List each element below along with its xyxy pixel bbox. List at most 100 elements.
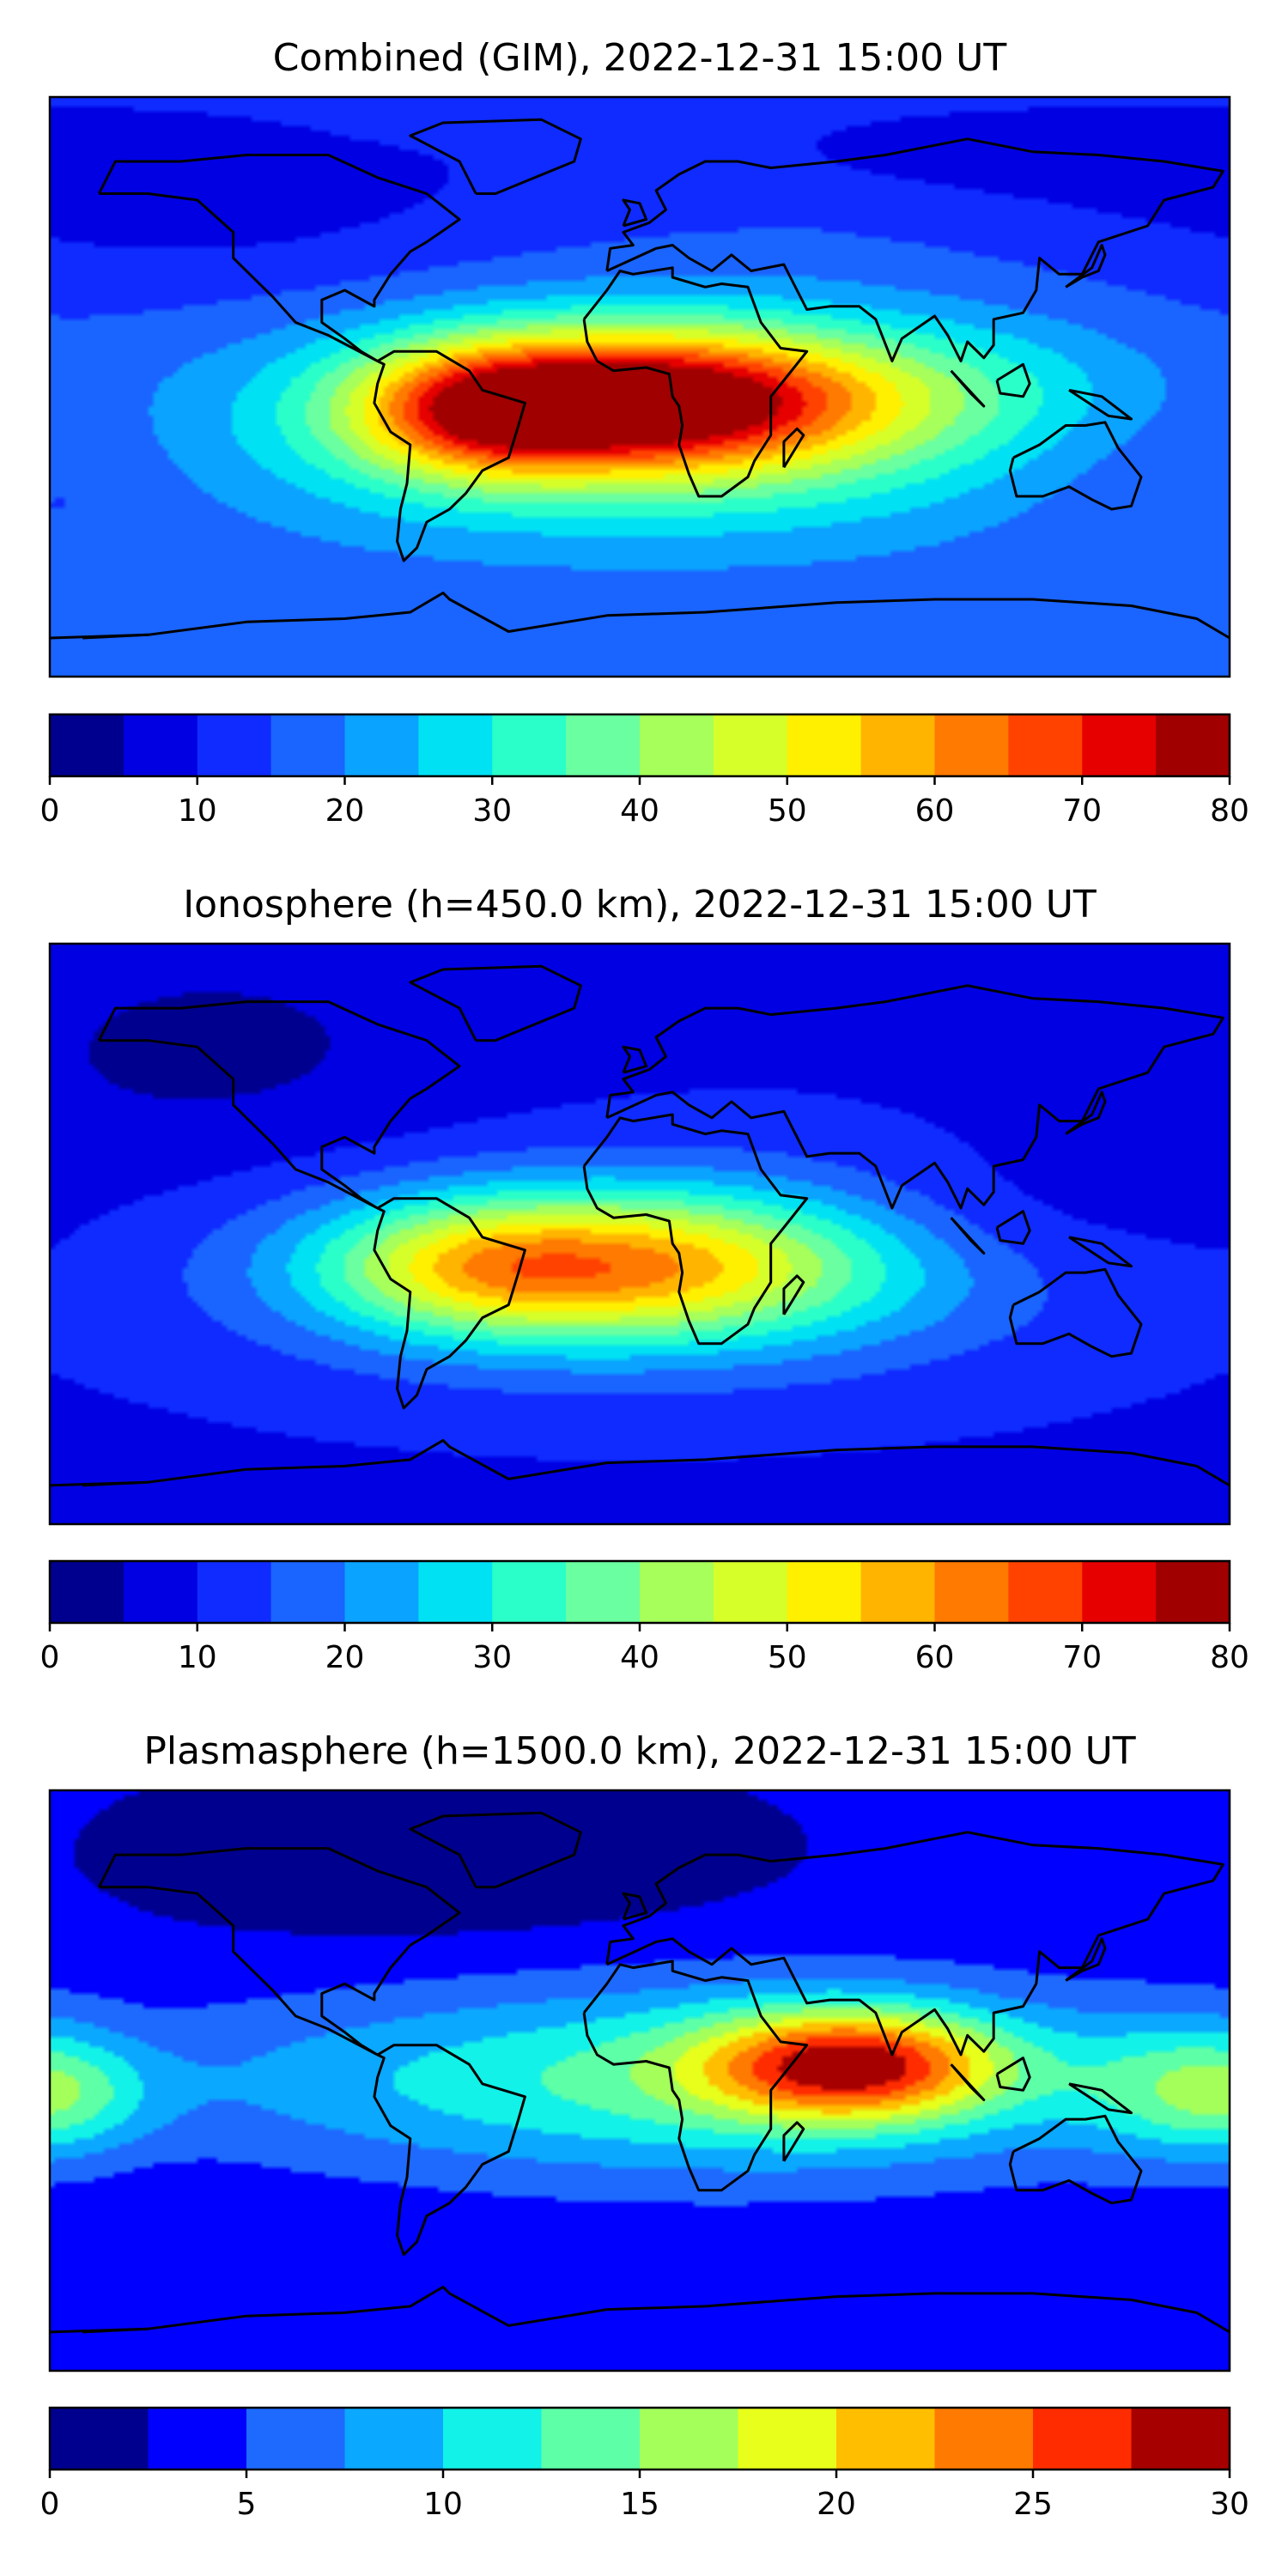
colorbar-segment xyxy=(566,714,641,776)
colorbar-segment xyxy=(246,2408,346,2470)
colorbar-tick-label: 25 xyxy=(1013,2487,1053,2522)
coastline xyxy=(1008,1267,1143,1358)
colorbar-tick-label: 70 xyxy=(1062,793,1102,829)
colorbar-segment xyxy=(1082,714,1157,776)
colorbar-2: 0 10 20 30 40 50 60 70 80 xyxy=(40,1559,1249,1675)
colorbar-tick-label: 40 xyxy=(620,793,659,829)
colorbar-tick-label: 60 xyxy=(915,793,955,829)
colorbar-tick-label: 5 xyxy=(237,2487,257,2522)
coastline xyxy=(782,1274,805,1315)
colorbar-segment xyxy=(1008,1561,1083,1623)
colorbar-segment xyxy=(270,1561,346,1623)
map-title-2: Ionosphere (h=450.0 km), 2022-12-31 15:0… xyxy=(183,883,1097,927)
colorbar-tick-label: 20 xyxy=(325,793,365,829)
map-frame-3 xyxy=(48,1789,1231,2372)
colorbar-tick-label: 30 xyxy=(472,793,512,829)
map-frame-1 xyxy=(48,95,1231,678)
coastlines-3 xyxy=(49,1811,1230,2334)
coastlines-2 xyxy=(49,964,1230,1487)
colorbar-segment xyxy=(443,2408,543,2470)
colorbar-segment xyxy=(148,2408,247,2470)
colorbar-tick-label: 70 xyxy=(1062,1640,1102,1675)
colorbar-segment xyxy=(836,2408,936,2470)
coastline xyxy=(1008,421,1143,511)
colorbar-segment xyxy=(1131,2408,1230,2470)
coastline xyxy=(409,118,582,195)
colorbar-segment xyxy=(50,714,125,776)
coastline xyxy=(97,154,461,362)
colorbar-tick-label: 40 xyxy=(620,1640,659,1675)
coastline xyxy=(1008,2114,1143,2205)
coastline xyxy=(950,369,986,408)
map-title-1: Combined (GIM), 2022-12-31 15:00 UT xyxy=(273,36,1007,80)
colorbar-segment xyxy=(492,714,567,776)
colorbar-tick-label: 30 xyxy=(1210,2487,1249,2522)
coastline xyxy=(582,1959,809,2192)
colorbar-segment xyxy=(123,1561,198,1623)
colorbar-segment xyxy=(197,714,272,776)
coastline xyxy=(1068,388,1133,421)
coastline xyxy=(995,362,1031,398)
colorbar-segment xyxy=(1156,714,1230,776)
coastline xyxy=(82,2327,149,2334)
colorbar-segment xyxy=(541,2408,641,2470)
field-contours-3 xyxy=(50,1790,1230,2371)
colorbar-segment xyxy=(787,714,862,776)
colorbar-tick-label: 80 xyxy=(1210,1640,1249,1675)
coastline xyxy=(782,2121,805,2162)
coastline xyxy=(97,1000,461,1210)
coastline xyxy=(582,1113,809,1346)
coastline xyxy=(582,266,809,498)
field-contours-2 xyxy=(50,944,1230,1524)
coastline xyxy=(49,1438,1230,1487)
colorbar-segment xyxy=(860,1561,936,1623)
colorbar-segment xyxy=(344,1561,419,1623)
colorbar-tick-label: 50 xyxy=(768,1640,807,1675)
colorbar-tick-label: 30 xyxy=(472,1640,512,1675)
colorbar-segment xyxy=(1033,2408,1133,2470)
colorbar-segment xyxy=(418,714,493,776)
colorbar-segment xyxy=(934,1561,1009,1623)
colorbar-tick-label: 0 xyxy=(40,1640,60,1675)
coastline xyxy=(1065,244,1107,289)
coastline xyxy=(995,2057,1031,2092)
colorbar-tick-label: 20 xyxy=(817,2487,856,2522)
colorbar-segment xyxy=(640,1561,714,1623)
coastline xyxy=(82,633,149,640)
coastline xyxy=(409,1811,582,1889)
coastline xyxy=(97,1847,461,2057)
coastline xyxy=(605,137,1224,362)
colorbar-segment xyxy=(787,1561,862,1623)
colorbar-segment xyxy=(1156,1561,1230,1623)
colorbar-segment xyxy=(50,2408,149,2470)
coastlines-1 xyxy=(49,118,1230,640)
coastline xyxy=(49,2285,1230,2334)
colorbar-segment xyxy=(50,1561,125,1623)
coastline xyxy=(782,427,805,469)
coastline xyxy=(622,1892,648,1921)
coastline xyxy=(605,984,1224,1210)
colorbar-segment xyxy=(492,1561,567,1623)
colorbar-3: 0 5 10 15 20 25 30 xyxy=(40,2406,1249,2522)
coastline xyxy=(373,1197,526,1410)
colorbar-segment xyxy=(713,714,788,776)
coastline xyxy=(1065,1937,1107,1982)
colorbar-tick-label: 20 xyxy=(325,1640,365,1675)
colorbar-segment xyxy=(713,1561,788,1623)
colorbar-segment xyxy=(344,2408,444,2470)
colorbar-segment xyxy=(934,2408,1034,2470)
colorbar-segment xyxy=(640,2408,739,2470)
colorbar-segment xyxy=(418,1561,493,1623)
colorbar-tick-label: 80 xyxy=(1210,793,1249,829)
colorbar-tick-label: 50 xyxy=(768,793,807,829)
field-contours-1 xyxy=(50,97,1230,677)
colorbar-tick-label: 0 xyxy=(40,793,60,829)
coastline xyxy=(622,198,648,228)
coastline xyxy=(622,1045,648,1074)
map-panel-3: Plasmasphere (h=1500.0 km), 2022-12-31 1… xyxy=(40,1729,1249,2522)
colorbar-segment xyxy=(640,714,714,776)
map-panel-1: Combined (GIM), 2022-12-31 15:00 UT 0 10 20… xyxy=(40,36,1249,829)
coastline xyxy=(49,592,1230,640)
colorbar-tick-label: 10 xyxy=(423,2487,463,2522)
